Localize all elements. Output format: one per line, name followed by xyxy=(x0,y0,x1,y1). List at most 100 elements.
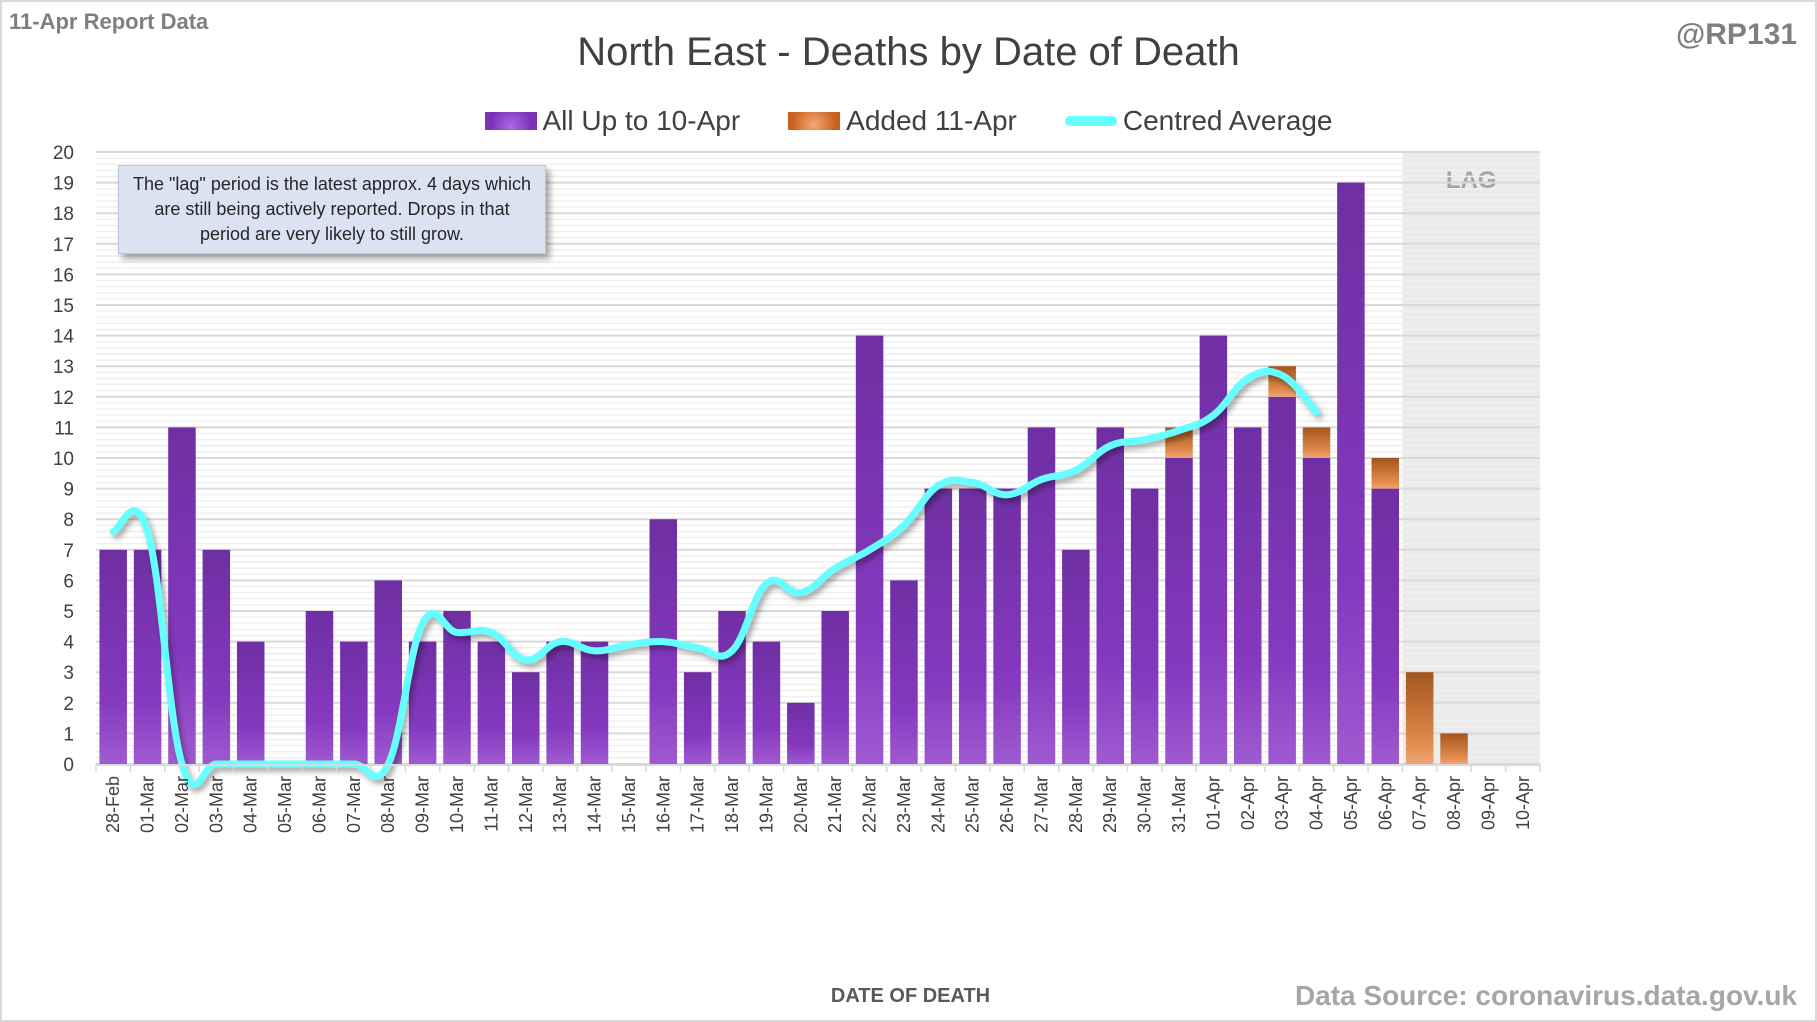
x-tick-label: 30-Mar xyxy=(1135,776,1155,833)
x-tick-label: 10-Apr xyxy=(1513,776,1533,830)
y-tick-label: 0 xyxy=(63,755,74,776)
bar-all-up-to-10-apr xyxy=(1234,427,1262,764)
lag-label: LAG xyxy=(1446,167,1497,194)
x-tick-label: 02-Apr xyxy=(1238,776,1258,830)
x-tick-label: 20-Mar xyxy=(791,776,811,833)
y-tick-label: 19 xyxy=(53,174,74,195)
x-tick-label: 25-Mar xyxy=(963,776,983,833)
y-tick-label: 4 xyxy=(63,633,74,654)
legend-label: All Up to 10-Apr xyxy=(542,105,741,136)
x-tick-label: 02-Mar xyxy=(172,776,192,833)
legend-swatch-purple xyxy=(484,112,537,130)
x-tick-label: 06-Apr xyxy=(1375,776,1395,830)
bar-all-up-to-10-apr xyxy=(924,488,953,764)
x-tick-label: 08-Apr xyxy=(1444,776,1464,830)
bar-all-up-to-10-apr xyxy=(236,641,265,764)
bar-all-up-to-10-apr xyxy=(580,641,609,764)
x-tick-label: 11-Mar xyxy=(481,776,501,832)
x-tick-label: 13-Mar xyxy=(550,776,570,833)
y-tick-label: 9 xyxy=(63,480,74,501)
y-tick-label: 1 xyxy=(63,724,74,745)
chart-title: North East - Deaths by Date of Death xyxy=(577,30,1240,74)
y-tick-label: 6 xyxy=(63,571,74,592)
y-tick-label: 5 xyxy=(63,602,74,623)
bar-all-up-to-10-apr xyxy=(958,488,987,764)
bar-all-up-to-10-apr xyxy=(1268,396,1296,764)
bar-all-up-to-10-apr xyxy=(821,611,849,764)
x-tick-label: 03-Apr xyxy=(1272,776,1292,830)
y-tick-label: 20 xyxy=(53,143,74,164)
legend-swatch-line xyxy=(1064,116,1117,126)
bar-all-up-to-10-apr xyxy=(202,549,231,764)
bar-all-up-to-10-apr xyxy=(340,641,368,764)
bar-all-up-to-10-apr xyxy=(752,641,781,764)
x-tick-label: 07-Mar xyxy=(344,776,364,833)
bar-all-up-to-10-apr xyxy=(683,672,712,764)
bar-all-up-to-10-apr xyxy=(1337,182,1365,765)
legend: All Up to 10-Apr Added 11-Apr Centred Av… xyxy=(0,105,1817,137)
x-tick-label: 31-Mar xyxy=(1169,776,1189,833)
x-tick-label: 21-Mar xyxy=(825,776,845,833)
x-tick-label: 29-Mar xyxy=(1100,776,1120,833)
x-tick-label: 16-Mar xyxy=(653,776,673,833)
legend-item-added: Added 11-Apr xyxy=(788,105,1017,137)
y-tick-label: 8 xyxy=(63,510,74,531)
bar-all-up-to-10-apr xyxy=(1199,335,1228,764)
bar-all-up-to-10-apr xyxy=(443,611,471,764)
y-tick-label: 12 xyxy=(53,388,74,409)
bar-all-up-to-10-apr xyxy=(1302,458,1331,764)
bar-all-up-to-10-apr xyxy=(1096,427,1124,764)
report-date-label: 11-Apr Report Data xyxy=(9,9,209,34)
x-tick-label: 01-Mar xyxy=(138,776,158,833)
x-tick-label: 07-Apr xyxy=(1410,776,1430,830)
x-tick-label: 10-Mar xyxy=(447,776,467,833)
y-tick-label: 10 xyxy=(53,449,74,470)
x-tick-label: 19-Mar xyxy=(756,776,776,833)
bar-all-up-to-10-apr xyxy=(1165,458,1193,764)
author-handle: @RP131 xyxy=(1676,18,1797,51)
x-tick-label: 06-Mar xyxy=(309,776,329,833)
bar-all-up-to-10-apr xyxy=(477,641,506,764)
y-tick-label: 13 xyxy=(53,357,74,378)
y-tick-label: 2 xyxy=(63,694,74,715)
legend-item-all-up-to: All Up to 10-Apr xyxy=(484,105,741,137)
x-tick-label: 18-Mar xyxy=(722,776,742,833)
x-tick-label: 03-Mar xyxy=(206,776,226,833)
bar-all-up-to-10-apr xyxy=(99,549,127,764)
x-axis-title: DATE OF DEATH xyxy=(0,985,1817,1008)
x-tick-label: 09-Apr xyxy=(1478,776,1498,830)
x-tick-label: 05-Mar xyxy=(275,776,295,833)
x-tick-label: 05-Apr xyxy=(1341,776,1361,830)
legend-item-centred-average: Centred Average xyxy=(1064,105,1333,137)
lag-explanation-note: The "lag" period is the latest approx. 4… xyxy=(118,165,546,254)
x-axis-title-text: DATE OF DEATH xyxy=(830,985,991,1007)
x-tick-label: 09-Mar xyxy=(413,776,433,833)
legend-swatch-orange xyxy=(788,112,841,130)
x-tick-label: 27-Mar xyxy=(1031,776,1051,833)
legend-label: Centred Average xyxy=(1122,105,1333,136)
x-tick-label: 17-Mar xyxy=(688,776,708,833)
x-tick-label: 22-Mar xyxy=(860,776,880,833)
y-tick-label: 3 xyxy=(63,663,74,684)
bar-all-up-to-10-apr xyxy=(1062,549,1090,764)
x-tick-label: 23-Mar xyxy=(894,776,914,833)
bar-added-11-apr xyxy=(1302,427,1331,458)
bar-all-up-to-10-apr xyxy=(512,672,540,764)
bar-added-11-apr xyxy=(1440,733,1468,764)
y-tick-label: 17 xyxy=(53,235,74,256)
x-tick-label: 28-Feb xyxy=(103,776,123,833)
bar-all-up-to-10-apr xyxy=(305,611,334,764)
bar-all-up-to-10-apr xyxy=(787,702,815,764)
bar-all-up-to-10-apr xyxy=(993,488,1021,764)
x-tick-label: 08-Mar xyxy=(378,776,398,833)
bar-all-up-to-10-apr xyxy=(890,580,918,764)
y-tick-label: 16 xyxy=(53,265,74,286)
x-tick-label: 04-Mar xyxy=(241,776,261,833)
bar-added-11-apr xyxy=(1371,458,1400,489)
y-tick-label: 7 xyxy=(63,541,74,562)
x-tick-label: 24-Mar xyxy=(928,776,948,833)
x-tick-label: 01-Apr xyxy=(1203,776,1223,830)
legend-label: Added 11-Apr xyxy=(846,105,1017,136)
y-tick-label: 18 xyxy=(53,204,74,225)
